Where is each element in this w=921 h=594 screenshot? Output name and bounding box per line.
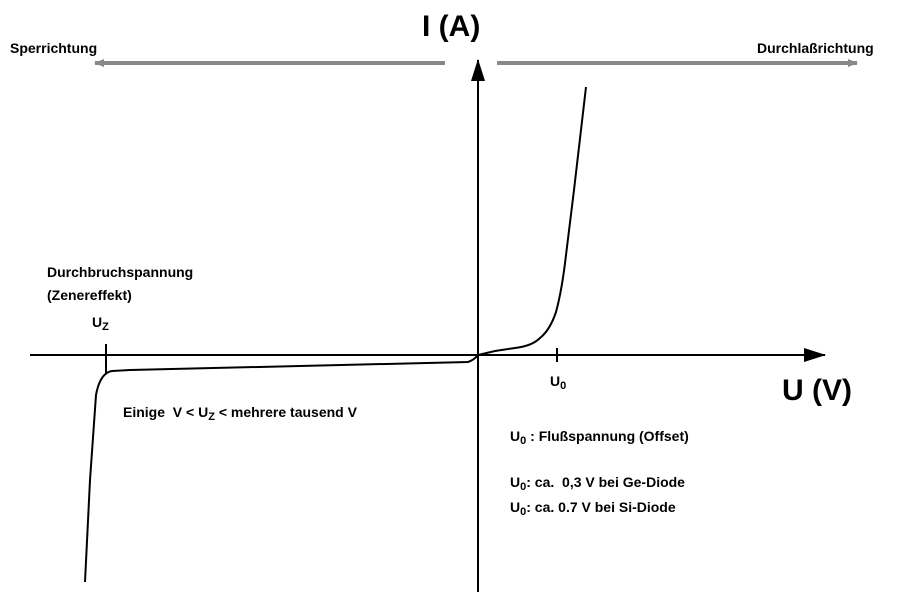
characteristic-curve <box>84 86 587 583</box>
note-text: : ca. 0.7 V bei Si-Diode <box>526 499 676 515</box>
direction-right: Durchlaßrichtung <box>757 40 874 56</box>
note: U0: ca. 0,3 V bei Ge-Diode <box>510 474 685 493</box>
note-base: U <box>510 499 520 515</box>
note-sub: 0 <box>520 435 526 447</box>
y-axis-label: I (A) <box>422 10 480 43</box>
note-part: < mehrere tausend V <box>215 404 358 420</box>
x-axis-label: U (V) <box>782 374 852 407</box>
symbol-base: U <box>92 314 102 330</box>
note-sub: 0 <box>520 506 526 518</box>
symbol-sub: 0 <box>560 380 566 392</box>
note-part: Einige V < U <box>123 404 208 420</box>
u0-symbol: U0 <box>550 373 566 392</box>
note-text: : Flußspannung (Offset) <box>526 428 689 444</box>
direction-left: Sperrichtung <box>10 40 97 56</box>
uz-symbol: UZ <box>92 314 109 333</box>
note-base: U <box>510 428 520 444</box>
note-base: U <box>510 474 520 490</box>
note-text: : ca. 0,3 V bei Ge-Diode <box>526 474 685 490</box>
breakdown-label: (Zenereffekt) <box>47 287 132 303</box>
breakdown-label: Durchbruchspannung <box>47 264 193 280</box>
note: U0: ca. 0.7 V bei Si-Diode <box>510 499 676 518</box>
symbol-base: U <box>550 373 560 389</box>
range-note: Einige V < UZ < mehrere tausend V <box>123 404 358 423</box>
symbol-sub: Z <box>102 321 109 333</box>
note: U0 : Flußspannung (Offset) <box>510 428 689 447</box>
note-sub: Z <box>208 411 215 423</box>
note-sub: 0 <box>520 481 526 493</box>
